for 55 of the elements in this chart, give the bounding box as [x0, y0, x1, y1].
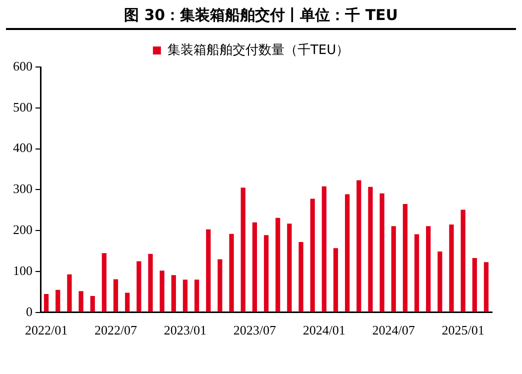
y-tick-label: 100: [13, 262, 32, 278]
bar: [264, 235, 269, 312]
bar: [414, 234, 420, 312]
bar: [287, 224, 292, 312]
bar: [240, 188, 246, 312]
bar: [78, 291, 84, 312]
chart-title: 图 30：集装箱船舶交付丨单位：千 TEU: [6, 2, 516, 30]
bar: [136, 261, 142, 312]
bar: [472, 258, 477, 312]
bar: [206, 229, 211, 312]
bar: [252, 222, 257, 312]
bar: [333, 248, 338, 312]
x-tick-label: 2023/01: [164, 322, 207, 338]
bar: [380, 193, 384, 312]
bar: [322, 186, 326, 312]
bar: [368, 186, 373, 312]
y-tick-label: 200: [13, 222, 32, 238]
bar: [356, 180, 362, 312]
bar: [102, 253, 106, 312]
y-tick-label: 300: [13, 181, 32, 196]
x-tick-label: 2025/01: [442, 322, 484, 338]
bar: [218, 259, 222, 312]
bar: [160, 270, 164, 312]
x-tick-label: 2023/07: [233, 322, 276, 338]
bar: [460, 210, 466, 312]
bar: [171, 275, 176, 312]
y-tick-label: 600: [13, 58, 32, 74]
bar: [113, 279, 118, 312]
bar: [182, 280, 188, 312]
bar: [449, 224, 454, 312]
bar: [229, 234, 234, 312]
bar: [484, 262, 489, 312]
bar: [310, 198, 315, 312]
bar: [276, 218, 280, 312]
y-tick-label: 400: [13, 140, 32, 156]
bar: [298, 242, 304, 312]
bar: [344, 194, 350, 312]
bar: [402, 204, 408, 312]
bar: [90, 296, 95, 312]
bar: [194, 280, 200, 312]
x-tick-label: 2022/07: [94, 322, 138, 338]
bar: [391, 226, 396, 312]
y-tick-label: 0: [26, 304, 32, 319]
bar: [56, 290, 60, 312]
x-tick-label: 2024/01: [302, 322, 346, 338]
bar: [426, 226, 431, 312]
bar: [125, 292, 130, 312]
bar: [44, 294, 49, 312]
bar: [148, 254, 153, 312]
legend-label: 集装箱船舶交付数量（千TEU）: [167, 42, 350, 58]
bar: [438, 251, 442, 312]
x-tick-label: 2024/07: [372, 322, 416, 338]
y-tick-label: 500: [13, 99, 32, 114]
bar: [67, 274, 72, 312]
x-tick-label: 2022/01: [24, 322, 68, 338]
